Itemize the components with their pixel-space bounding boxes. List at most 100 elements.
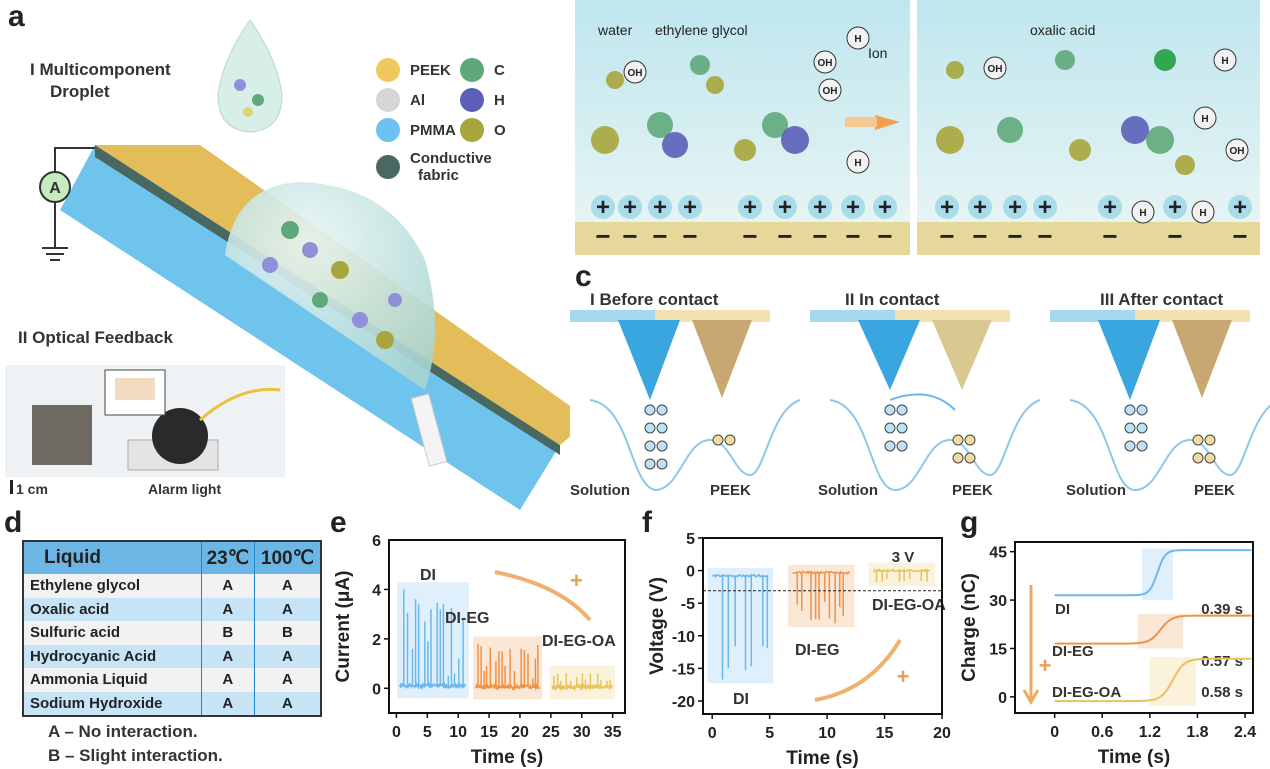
x-tick-label: 1.2 — [1139, 724, 1161, 741]
ion-label: OH — [628, 68, 643, 79]
peek-funnel-top — [1135, 310, 1250, 322]
positive-charge — [1098, 195, 1122, 219]
ammeter-icon — [39, 171, 71, 203]
panel-label-a: a — [8, 0, 25, 33]
series-label: DI — [420, 567, 436, 584]
charge-transfer-diagram — [570, 310, 1270, 492]
minus-sign: − — [742, 221, 757, 251]
series-di-eg-line — [1054, 614, 1252, 645]
legend-item: Conductive fabric — [376, 150, 492, 184]
y-axis-label: Current (μA) — [333, 571, 354, 683]
x-tick-label: 5 — [423, 724, 432, 741]
voltage-annotation: 3 V — [892, 549, 915, 566]
series-di-eg-oa-line — [872, 568, 931, 583]
minus-sign: − — [845, 221, 860, 251]
positive-charge — [678, 195, 702, 219]
peek-funnel-top — [895, 310, 1010, 322]
molecule-atom — [706, 76, 724, 94]
plus-sign: + — [973, 194, 987, 221]
header-liquid: Liquid — [23, 541, 202, 574]
legend-item: Al — [376, 88, 425, 112]
interaction-cell: A — [253, 644, 321, 668]
positive-charge — [1033, 195, 1057, 219]
positive-charge — [873, 195, 897, 219]
molecule-atom — [1055, 50, 1075, 70]
interaction-cell: A — [200, 644, 255, 668]
positive-charge — [618, 195, 642, 219]
electron-icon — [896, 422, 908, 434]
solution-cone — [1098, 320, 1160, 400]
optical-feedback-title: II Optical Feedback — [18, 328, 173, 347]
highlight-region — [549, 666, 616, 700]
positive-charge — [738, 195, 762, 219]
electron-icon — [964, 452, 976, 464]
x-tick-label: 0 — [708, 725, 717, 742]
y-tick-label: 0 — [372, 681, 381, 698]
legend-label: C — [494, 61, 505, 79]
molecule-atom — [606, 71, 624, 89]
series-label: DI-EG — [1052, 643, 1094, 660]
plus-sign: + — [846, 194, 860, 221]
minus-sign: − — [1102, 221, 1117, 251]
plus-annotation: + — [1039, 653, 1052, 678]
plus-sign: + — [743, 194, 757, 221]
legend-label: O — [494, 121, 506, 139]
positive-charge — [968, 195, 992, 219]
x-tick-label: 30 — [573, 724, 591, 741]
molecule-atom — [946, 61, 964, 79]
legend-label: H — [494, 91, 505, 109]
legend-label: Conductive — [410, 150, 492, 167]
alarm-unit — [410, 393, 448, 467]
molecules — [262, 221, 402, 349]
ion-icon — [1225, 138, 1249, 162]
plus-sign: + — [623, 194, 637, 221]
electron-icon — [896, 404, 908, 416]
table-row: Oxalic acid A A — [23, 597, 321, 621]
note-a: A – No interaction. — [48, 722, 198, 741]
y-tick-label: -20 — [672, 694, 695, 711]
ion-label: H — [1201, 114, 1208, 125]
highlight-region — [788, 564, 855, 628]
chart-g: DI 0.39 s DI-EG 0.57 s DI-EG-OA 0.58 s 0 0.6 1.2… — [959, 541, 1256, 768]
series-label: DI-EG-OA — [1052, 684, 1121, 701]
electron-icon — [644, 440, 656, 452]
molecule-atom — [734, 139, 756, 161]
electron-icon — [656, 440, 668, 452]
x-tick-label: 10 — [449, 724, 467, 741]
ion-icon — [983, 56, 1007, 80]
highlight-region — [473, 636, 543, 700]
label-ion: Ion — [868, 45, 888, 61]
interaction-cell: A — [253, 691, 321, 716]
molecule-atom — [781, 126, 809, 154]
y-tick-label: 0 — [998, 690, 1007, 707]
legend-item: PEEK — [376, 58, 451, 82]
y-tick-label: 2 — [372, 632, 381, 649]
minus-sign: − — [652, 221, 667, 251]
electron-icon — [644, 404, 656, 416]
peek-label: PEEK — [710, 482, 751, 499]
x-tick-label: 20 — [511, 724, 529, 741]
minus-sign: − — [777, 221, 792, 251]
interaction-cell: B — [253, 621, 321, 645]
series-di-eg-oa-line — [551, 673, 614, 692]
x-axis-label: Time (s) — [1098, 747, 1171, 768]
legend-swatch — [460, 118, 484, 142]
x-tick-label: 0 — [1050, 724, 1059, 741]
peek-funnel-top — [655, 310, 770, 322]
highlight-region — [1141, 548, 1173, 601]
plus-annotation: + — [897, 664, 910, 689]
header-23c: 23℃ — [200, 541, 255, 574]
liquid-name-cell: Oxalic acid — [23, 597, 202, 621]
ion-label: H — [854, 158, 861, 169]
x-tick-label: 15 — [876, 725, 894, 742]
electron-icon — [1204, 434, 1216, 446]
electron-icon — [656, 422, 668, 434]
legend-label: PMMA — [410, 121, 456, 139]
plus-sign: + — [1233, 194, 1247, 221]
plus-sign: + — [878, 194, 892, 221]
svg-text:A: A — [49, 180, 61, 197]
electron-icon — [952, 434, 964, 446]
molecule-atom — [1069, 139, 1091, 161]
duration-label: 0.58 s — [1201, 684, 1243, 701]
series-label: DI-EG — [795, 642, 839, 659]
